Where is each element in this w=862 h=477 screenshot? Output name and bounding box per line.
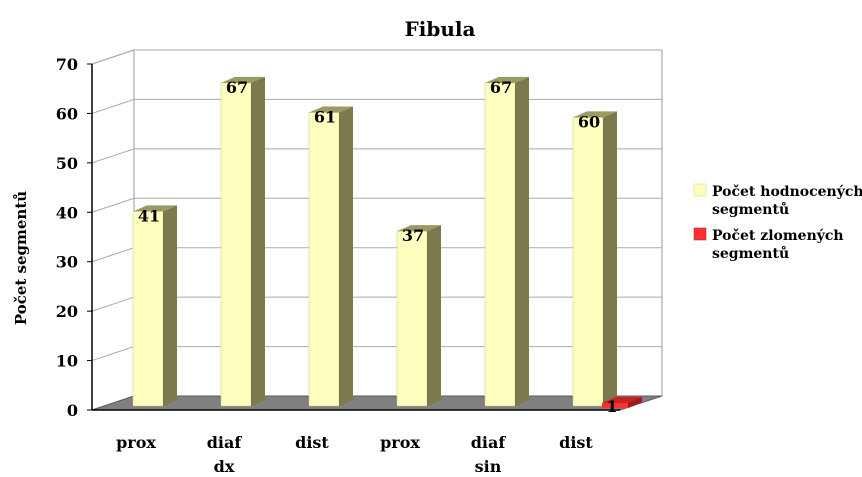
- bar-fractured-dist: [602, 397, 642, 408]
- bar-top: [221, 76, 265, 83]
- bar-side: [251, 76, 265, 406]
- bar-side: [339, 106, 353, 406]
- gridline-side: [91, 197, 135, 213]
- bar-top: [573, 111, 617, 118]
- bar-top: [602, 397, 642, 404]
- legend-label: Počet zlomených segmentů: [712, 227, 844, 262]
- bar-side: [515, 76, 529, 406]
- bar-front: [396, 230, 428, 407]
- gridline-side: [91, 247, 135, 263]
- bar-top: [133, 205, 177, 212]
- legend-label: Počet hodnocených segmentů: [712, 183, 862, 218]
- gridline-side: [91, 49, 135, 65]
- group-label: sin: [475, 457, 502, 476]
- x-tick-label: dist: [559, 433, 593, 452]
- data-label: 67: [490, 78, 512, 97]
- y-tick-label: 0: [67, 401, 78, 420]
- bar-front: [132, 211, 164, 407]
- group-label: dx: [214, 457, 235, 476]
- bar-front: [484, 82, 516, 407]
- legend-swatch: [693, 183, 707, 197]
- y-tick-label: 40: [56, 203, 78, 222]
- data-label: 41: [138, 206, 160, 225]
- chart-title: Fibula: [405, 17, 476, 41]
- plot-area: 0 10 20 30 40 50 60 70 41 67 61 37 67 60 1 prox diaf dist…: [56, 49, 663, 476]
- y-tick-label: 10: [56, 352, 78, 371]
- legend-item-2: Počet zlomených segmentů: [693, 227, 844, 262]
- x-tick-label: prox: [116, 433, 156, 452]
- side-wall: [91, 49, 135, 411]
- y-tick-label: 30: [56, 253, 78, 272]
- bar-diaf: [484, 76, 529, 407]
- bar-prox: [132, 205, 177, 407]
- y-tick-label: 50: [56, 154, 78, 173]
- bar-side: [427, 225, 441, 406]
- bar-front: [308, 112, 340, 407]
- bar-front: [220, 82, 252, 407]
- x-tick-label: diaf: [471, 433, 507, 452]
- bar-dist: [308, 106, 353, 407]
- x-tick-label: diaf: [207, 433, 243, 452]
- bar-side: [603, 111, 617, 406]
- bar-top: [309, 106, 353, 113]
- y-tick-label: 60: [56, 104, 78, 123]
- data-label: 60: [578, 112, 600, 131]
- data-label: 1: [606, 397, 617, 416]
- bar-top: [485, 76, 529, 83]
- gridline-side: [91, 148, 135, 164]
- data-label: 67: [226, 78, 248, 97]
- data-label: 37: [402, 226, 424, 245]
- bar-side: [628, 397, 642, 408]
- bar-front: [602, 403, 628, 408]
- legend: Počet hodnocených segmentů Počet zlomených…: [693, 183, 862, 262]
- bar-prox: [396, 225, 441, 407]
- legend-item-1: Počet hodnocených segmentů: [693, 183, 862, 218]
- x-tick-label: dist: [295, 433, 329, 452]
- data-label: 61: [314, 107, 336, 126]
- bar-side: [163, 205, 177, 406]
- y-tick-label: 70: [56, 55, 78, 74]
- bar-top: [397, 225, 441, 232]
- legend-swatch: [693, 227, 707, 241]
- gridline-side: [91, 98, 135, 114]
- y-tick-label: 20: [56, 302, 78, 321]
- y-axis-label: Počet segmentů: [12, 191, 30, 325]
- bar-dist: [572, 111, 617, 407]
- bar-diaf: [220, 76, 265, 407]
- gridline-side: [91, 346, 135, 362]
- bar-front: [572, 117, 604, 407]
- gridline-side: [91, 296, 135, 312]
- x-tick-label: prox: [380, 433, 420, 452]
